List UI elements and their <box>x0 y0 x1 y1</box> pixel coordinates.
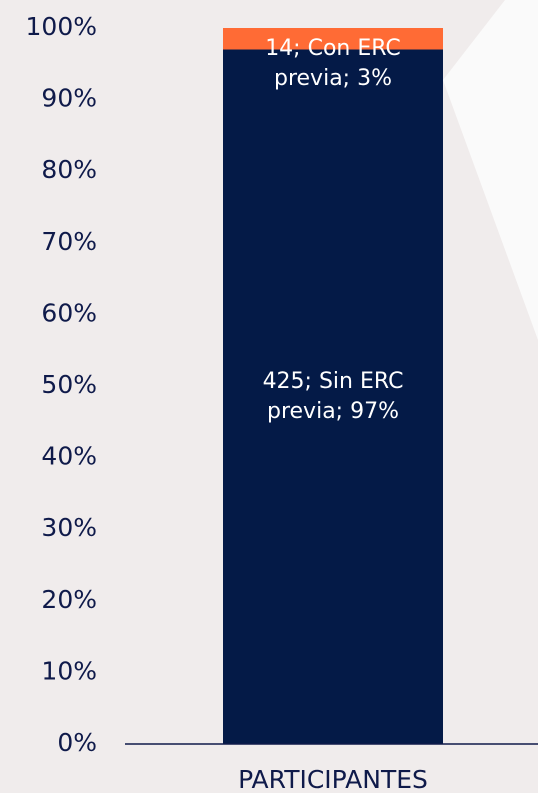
y-tick-label: 10% <box>41 656 97 685</box>
y-tick-label: 50% <box>41 370 97 399</box>
y-tick-label: 90% <box>41 84 97 113</box>
y-tick-label: 60% <box>41 298 97 327</box>
y-tick-label: 0% <box>57 728 97 757</box>
y-tick-label: 20% <box>41 585 97 614</box>
data-label: 14; Con ERC previa; 3% <box>265 36 401 91</box>
y-tick-label: 100% <box>26 12 97 41</box>
y-tick-label: 70% <box>41 227 97 256</box>
x-tick-label: PARTICIPANTES <box>238 765 428 793</box>
data-label: 425; Sin ERC previa; 97% <box>262 368 404 424</box>
y-tick-label: 80% <box>41 155 97 184</box>
y-tick-label: 40% <box>41 442 97 471</box>
bar-segment <box>223 28 443 50</box>
y-tick-label: 30% <box>41 513 97 542</box>
decoration <box>443 0 538 340</box>
bar-segment <box>223 49 443 745</box>
